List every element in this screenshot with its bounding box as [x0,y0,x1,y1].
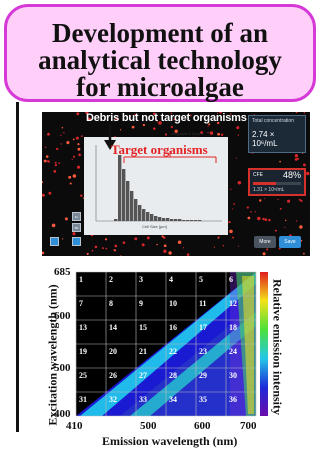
eem-region-number: 22 [169,347,177,356]
histogram-bar [166,218,170,221]
x-tick-600: 600 [194,420,211,432]
eem-region-number: 8 [109,299,113,308]
x-tick-410: 410 [66,420,83,432]
eem-region-number: 4 [169,275,173,284]
hist-x-label: Cell Size [µm] [142,224,167,229]
cfe-progress-bar [253,182,301,185]
zoom-icon[interactable] [50,237,59,246]
eem-region-number: 28 [169,371,177,380]
fl-button[interactable]: FL [72,212,81,221]
save-button[interactable]: Save [279,236,301,248]
histogram-bar [154,216,158,221]
histogram-bar [186,220,190,221]
eem-region-number: 32 [109,395,117,404]
histogram-bar [174,219,178,221]
eem-region-number: 7 [79,299,83,308]
histogram-bar [194,220,198,221]
eem-region-number: 24 [229,347,237,356]
eem-region-number: 9 [139,299,143,308]
cfe-sub-value: 1.31 × 10⁶/mL [253,187,285,193]
eem-region-number: 27 [139,371,147,380]
total-concentration-label: Total concentration [252,118,294,124]
histogram-bar [190,220,194,221]
frame-line [16,102,19,432]
title-line-1: Development of an [52,18,268,48]
eem-region-number: 33 [139,395,147,404]
eem-region-number: 19 [79,347,87,356]
eem-region-number: 35 [199,395,207,404]
annotation-debris: Debris but not target organisms [86,112,247,124]
y-tick-500: 500 [54,362,71,374]
cfe-progress-fill [253,182,277,185]
eem-region-number: 17 [199,323,207,332]
bf-button[interactable]: BF [72,223,81,232]
histogram-bar [146,212,150,221]
eem-region-number: 18 [229,323,237,332]
histogram-bar [122,169,126,221]
y-tick-600: 600 [54,310,71,322]
eem-region-number: 3 [139,275,143,284]
cfe-box: CFE 48% 1.31 × 10⁶/mL [248,168,306,196]
histogram-bar [118,155,122,221]
avg-size-label: Avg size 5.45 µm [172,131,203,136]
eem-region-number: 15 [139,323,147,332]
histogram-bar [198,220,202,221]
total-concentration-value: 2.74 × 10⁶/mL [252,130,278,148]
eem-region-number: 13 [79,323,87,332]
x-tick-500: 500 [140,420,157,432]
colorbar-title: Relative emission intensity [270,279,285,415]
cfe-label: CFE [253,172,263,178]
eem-region-number: 1 [79,275,83,284]
eem-region-number: 20 [109,347,117,356]
eem-region-number: 29 [199,371,207,380]
eem-region-number: 11 [199,299,207,308]
histogram-bar [134,199,138,221]
eem-region-number: 5 [199,275,203,284]
total-concentration-box: Total concentration 2.74 × 10⁶/mL [248,115,306,153]
more-button[interactable]: More [254,236,276,248]
eem-region-number: 6 [229,275,233,284]
histogram-bar [114,219,118,221]
histogram-bar [130,191,134,221]
eem-region-number: 14 [109,323,117,332]
eem-region-number: 21 [139,347,147,356]
settings-icon[interactable] [72,237,81,246]
eem-region-number: 2 [109,275,113,284]
title-banner: Development of an analytical technology … [4,4,316,102]
eem-x-axis-title: Emission wavelength (nm) [102,434,238,448]
eem-region-number: 36 [229,395,237,404]
eem-region-number: 26 [109,371,117,380]
title-line-3: for microalgae [76,72,244,102]
histogram-bar [178,219,182,221]
eem-region-number: 12 [229,299,237,308]
eem-region-number: 34 [169,395,177,404]
histogram-bar [182,220,186,221]
eem-region-number: 10 [169,299,177,308]
y-tick-400: 400 [54,408,71,420]
histogram-bar [126,181,130,221]
eem-region-number: 16 [169,323,177,332]
eem-y-axis-title: Excitation wavelength (nm) [45,284,60,426]
histogram-bar [142,209,146,221]
eem-region-number: 30 [229,371,237,380]
eem-region-number: 31 [79,395,87,404]
cfe-percent: 48% [282,170,301,180]
y-tick-685: 685 [54,266,71,278]
histogram-bar [158,217,162,221]
annotation-target: Target organisms [111,142,208,157]
histogram-bar [138,205,142,221]
histogram-bar [170,219,174,221]
x-tick-700: 700 [240,420,257,432]
histogram-bar [162,218,166,221]
histogram-bar [150,214,154,221]
eem-region-number: 25 [79,371,87,380]
title-line-2: analytical technology [38,45,282,75]
eem-region-number: 23 [199,347,207,356]
histogram-panel [84,131,228,235]
